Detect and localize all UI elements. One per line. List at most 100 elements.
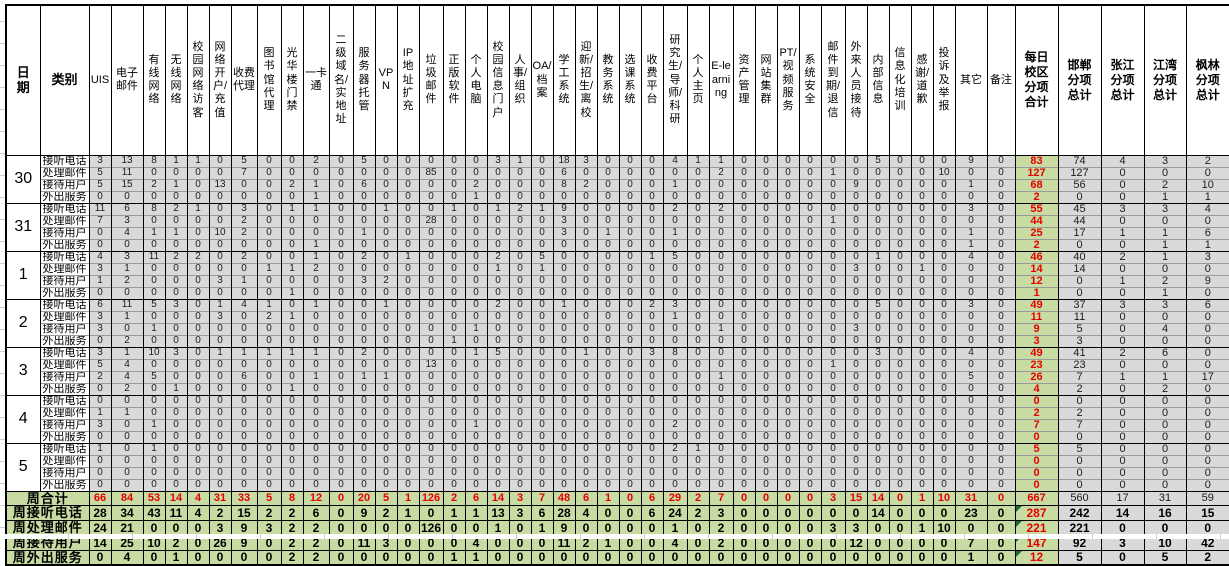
data-cell[interactable]: 0: [186, 262, 210, 275]
data-cell[interactable]: 0: [302, 418, 330, 431]
date-cell[interactable]: 30: [5, 154, 41, 203]
data-cell[interactable]: 1: [302, 238, 330, 251]
data-cell[interactable]: 0: [910, 442, 934, 455]
data-cell[interactable]: 0: [888, 154, 912, 167]
data-cell[interactable]: 0: [256, 466, 282, 479]
data-cell[interactable]: 2: [662, 202, 688, 215]
data-cell[interactable]: 0: [618, 310, 642, 323]
data-cell[interactable]: 0: [142, 394, 166, 407]
data-cell[interactable]: 0: [530, 358, 554, 371]
data-cell[interactable]: 0: [280, 190, 304, 203]
data-cell[interactable]: 0: [486, 442, 510, 455]
data-cell[interactable]: 0: [776, 274, 800, 287]
data-cell[interactable]: 3: [574, 154, 598, 167]
data-cell[interactable]: 0: [464, 214, 488, 227]
week-data-cell[interactable]: 0: [798, 504, 822, 520]
data-cell[interactable]: 0: [464, 442, 488, 455]
data-cell[interactable]: 0: [110, 466, 144, 479]
data-cell[interactable]: 0: [986, 166, 1016, 179]
data-cell[interactable]: 0: [418, 394, 444, 407]
data-cell[interactable]: 0: [374, 454, 398, 467]
week-total-cell[interactable]: 31: [208, 490, 232, 505]
data-cell[interactable]: 0: [820, 322, 846, 335]
data-cell[interactable]: 0: [640, 382, 664, 395]
data-cell[interactable]: 0: [844, 358, 868, 371]
data-cell[interactable]: 0: [230, 322, 258, 335]
data-cell[interactable]: 0: [888, 454, 912, 467]
data-cell[interactable]: 3: [208, 310, 232, 323]
data-cell[interactable]: 0: [508, 334, 532, 347]
daily-total-cell[interactable]: 49: [1014, 298, 1059, 311]
campus-total-cell[interactable]: 17: [1185, 370, 1229, 383]
daily-total-cell[interactable]: 25: [1014, 226, 1059, 239]
data-cell[interactable]: 0: [186, 406, 210, 419]
week-data-cell[interactable]: 0: [640, 549, 664, 565]
daily-total-cell[interactable]: 12: [1014, 274, 1059, 287]
data-cell[interactable]: 4: [954, 346, 988, 359]
data-cell[interactable]: 0: [888, 166, 912, 179]
data-cell[interactable]: 0: [142, 286, 166, 299]
data-cell[interactable]: 1: [142, 322, 166, 335]
data-cell[interactable]: 0: [142, 430, 166, 443]
data-cell[interactable]: 0: [328, 202, 354, 215]
data-cell[interactable]: 13: [418, 358, 444, 371]
data-cell[interactable]: 0: [686, 322, 710, 335]
data-cell[interactable]: 0: [110, 238, 144, 251]
data-cell[interactable]: 0: [464, 370, 488, 383]
campus-total-cell[interactable]: 7: [1057, 370, 1102, 383]
data-cell[interactable]: 0: [142, 358, 166, 371]
col-header[interactable]: PT/视频服务: [776, 4, 800, 156]
data-cell[interactable]: 0: [732, 286, 756, 299]
data-cell[interactable]: 3: [230, 202, 258, 215]
data-cell[interactable]: 0: [618, 442, 642, 455]
data-cell[interactable]: 0: [508, 430, 532, 443]
data-cell[interactable]: 0: [418, 478, 444, 491]
data-cell[interactable]: 0: [396, 274, 420, 287]
date-cell[interactable]: 4: [5, 394, 41, 443]
data-cell[interactable]: 0: [396, 442, 420, 455]
data-cell[interactable]: 0: [574, 466, 598, 479]
data-cell[interactable]: 1: [186, 154, 210, 167]
data-cell[interactable]: 0: [618, 370, 642, 383]
data-cell[interactable]: 0: [352, 166, 376, 179]
week-data-cell[interactable]: 4: [186, 504, 210, 520]
data-cell[interactable]: 0: [110, 322, 144, 335]
data-cell[interactable]: 0: [186, 190, 210, 203]
campus-total-cell[interactable]: 0: [1100, 214, 1145, 227]
data-cell[interactable]: 4: [88, 250, 112, 263]
data-cell[interactable]: 2: [256, 310, 282, 323]
data-cell[interactable]: 0: [464, 262, 488, 275]
data-cell[interactable]: 0: [954, 166, 988, 179]
data-cell[interactable]: 1: [164, 382, 188, 395]
data-cell[interactable]: 1: [208, 346, 232, 359]
data-cell[interactable]: 0: [574, 334, 598, 347]
data-cell[interactable]: 0: [640, 226, 664, 239]
data-cell[interactable]: 0: [888, 358, 912, 371]
campus-total-cell[interactable]: 5: [1057, 442, 1102, 455]
col-header[interactable]: 教务系统: [596, 4, 620, 156]
data-cell[interactable]: 0: [442, 418, 466, 431]
data-cell[interactable]: 0: [910, 370, 934, 383]
data-cell[interactable]: 0: [530, 406, 554, 419]
data-cell[interactable]: 0: [230, 262, 258, 275]
data-cell[interactable]: 0: [820, 454, 846, 467]
data-cell[interactable]: 0: [618, 238, 642, 251]
week-row-campus-cell[interactable]: 5: [1143, 549, 1187, 565]
data-cell[interactable]: 0: [530, 394, 554, 407]
data-cell[interactable]: 0: [844, 274, 868, 287]
data-cell[interactable]: 0: [820, 190, 846, 203]
data-cell[interactable]: 0: [986, 298, 1016, 311]
data-cell[interactable]: 3: [88, 418, 112, 431]
data-cell[interactable]: 0: [352, 262, 376, 275]
col-header[interactable]: 垃圾邮件: [418, 4, 444, 156]
data-cell[interactable]: 0: [910, 430, 934, 443]
daily-total-cell[interactable]: 14: [1014, 262, 1059, 275]
data-cell[interactable]: 0: [686, 334, 710, 347]
data-cell[interactable]: 0: [820, 382, 846, 395]
data-cell[interactable]: 0: [552, 442, 576, 455]
data-cell[interactable]: 0: [888, 286, 912, 299]
col-header[interactable]: 收费平台: [640, 4, 664, 156]
data-cell[interactable]: 0: [798, 418, 822, 431]
data-cell[interactable]: 0: [888, 238, 912, 251]
data-cell[interactable]: 0: [280, 274, 304, 287]
